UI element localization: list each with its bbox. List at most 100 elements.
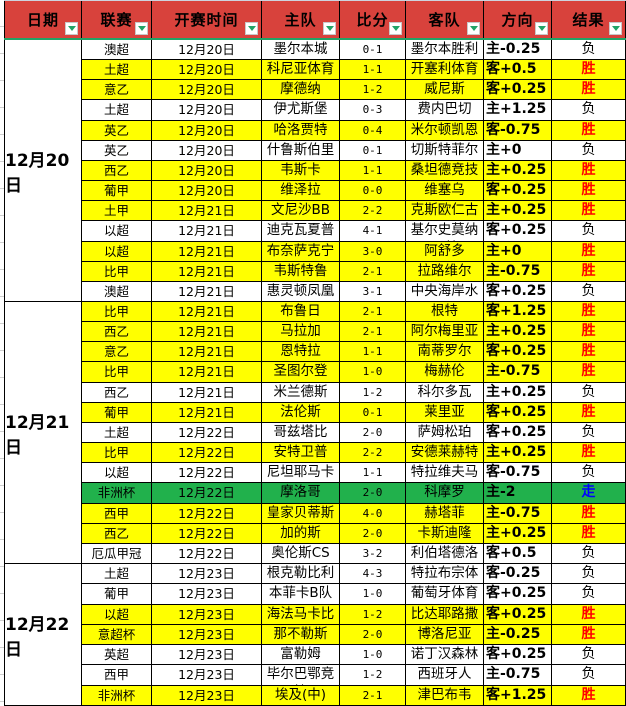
result-cell[interactable]: 胜: [552, 402, 626, 422]
score-cell[interactable]: 1-2: [340, 604, 406, 624]
home-team-cell[interactable]: 本菲卡B队: [262, 584, 340, 604]
league-cell[interactable]: 比甲: [82, 261, 152, 281]
league-cell[interactable]: 非洲杯: [82, 483, 152, 503]
league-cell[interactable]: 以超: [82, 604, 152, 624]
home-team-cell[interactable]: 米兰德斯: [262, 382, 340, 402]
score-cell[interactable]: 1-1: [340, 60, 406, 80]
home-team-cell[interactable]: 韦斯卡: [262, 160, 340, 181]
kickoff-time-cell[interactable]: 12月20日: [152, 80, 262, 100]
away-team-cell[interactable]: 维塞乌: [406, 181, 484, 201]
result-cell[interactable]: 负: [552, 543, 626, 564]
home-team-cell[interactable]: 尼坦耶马卡比: [262, 463, 340, 483]
home-team-cell[interactable]: 科尼亚体育: [262, 60, 340, 80]
score-cell[interactable]: 2-1: [340, 685, 406, 705]
away-team-cell[interactable]: 博洛尼亚: [406, 624, 484, 645]
handicap-direction-cell[interactable]: 主+1.25: [484, 100, 552, 120]
handicap-direction-cell[interactable]: 客-0.25: [484, 564, 552, 584]
away-team-cell[interactable]: 切斯特菲尔德: [406, 140, 484, 160]
result-cell[interactable]: 负: [552, 564, 626, 584]
handicap-direction-cell[interactable]: 客+0.25: [484, 281, 552, 302]
handicap-direction-cell[interactable]: 主-0.25: [484, 40, 552, 60]
kickoff-time-cell[interactable]: 12月22日: [152, 503, 262, 523]
kickoff-time-cell[interactable]: 12月20日: [152, 181, 262, 201]
kickoff-time-cell[interactable]: 12月21日: [152, 281, 262, 302]
result-cell[interactable]: 负: [552, 665, 626, 685]
kickoff-time-cell[interactable]: 12月22日: [152, 463, 262, 483]
result-cell[interactable]: 胜: [552, 302, 626, 322]
handicap-direction-cell[interactable]: 客+1.25: [484, 685, 552, 705]
result-cell[interactable]: 胜: [552, 685, 626, 705]
score-cell[interactable]: 1-0: [340, 362, 406, 382]
away-team-cell[interactable]: 西班牙人: [406, 665, 484, 685]
away-team-cell[interactable]: 基尔史莫纳夏普: [406, 221, 484, 241]
kickoff-time-cell[interactable]: 12月20日: [152, 160, 262, 181]
away-team-cell[interactable]: 赫塔菲: [406, 503, 484, 523]
score-cell[interactable]: 0-1: [340, 402, 406, 422]
away-team-cell[interactable]: 克斯欧仁古木: [406, 201, 484, 221]
league-cell[interactable]: 以超: [82, 241, 152, 261]
result-cell[interactable]: 胜: [552, 181, 626, 201]
league-cell[interactable]: 英超: [82, 645, 152, 665]
kickoff-time-cell[interactable]: 12月21日: [152, 382, 262, 402]
away-team-cell[interactable]: 费内巴切: [406, 100, 484, 120]
league-cell[interactable]: 土甲: [82, 201, 152, 221]
column-header-1[interactable]: 联赛: [82, 1, 152, 38]
filter-button[interactable]: [135, 22, 148, 35]
away-team-cell[interactable]: 中央海岸水手: [406, 281, 484, 302]
kickoff-time-cell[interactable]: 12月23日: [152, 604, 262, 624]
filter-button[interactable]: [323, 22, 336, 35]
league-cell[interactable]: 西甲: [82, 503, 152, 523]
result-cell[interactable]: 负: [552, 221, 626, 241]
filter-button[interactable]: [467, 22, 480, 35]
handicap-direction-cell[interactable]: 客+0.25: [484, 422, 552, 443]
home-team-cell[interactable]: 安特卫普: [262, 443, 340, 463]
away-team-cell[interactable]: 葡萄牙体育B: [406, 584, 484, 604]
kickoff-time-cell[interactable]: 12月22日: [152, 523, 262, 543]
result-cell[interactable]: 胜: [552, 80, 626, 100]
score-cell[interactable]: 1-2: [340, 665, 406, 685]
result-cell[interactable]: 胜: [552, 443, 626, 463]
result-cell[interactable]: 负: [552, 40, 626, 60]
handicap-direction-cell[interactable]: 客+1.25: [484, 302, 552, 322]
score-cell[interactable]: 2-2: [340, 201, 406, 221]
league-cell[interactable]: 英乙: [82, 140, 152, 160]
league-cell[interactable]: 澳超: [82, 281, 152, 302]
league-cell[interactable]: 比甲: [82, 362, 152, 382]
result-cell[interactable]: 负: [552, 422, 626, 443]
handicap-direction-cell[interactable]: 主-0.75: [484, 503, 552, 523]
away-team-cell[interactable]: 卡斯迪隆: [406, 523, 484, 543]
date-group-label[interactable]: 12月21日: [4, 302, 82, 563]
score-cell[interactable]: 0-1: [340, 40, 406, 60]
league-cell[interactable]: 西乙: [82, 322, 152, 342]
result-cell[interactable]: 负: [552, 140, 626, 160]
column-header-5[interactable]: 客队: [406, 1, 484, 38]
league-cell[interactable]: 土超: [82, 60, 152, 80]
league-cell[interactable]: 西乙: [82, 160, 152, 181]
column-header-0[interactable]: 日期: [4, 1, 82, 38]
league-cell[interactable]: 英乙: [82, 120, 152, 140]
home-team-cell[interactable]: 迪克瓦夏普: [262, 221, 340, 241]
score-cell[interactable]: 1-2: [340, 80, 406, 100]
date-group-label[interactable]: 12月20日: [4, 40, 82, 301]
score-cell[interactable]: 4-3: [340, 564, 406, 584]
league-cell[interactable]: 葡甲: [82, 584, 152, 604]
handicap-direction-cell[interactable]: 客+0.5: [484, 60, 552, 80]
score-cell[interactable]: 2-2: [340, 443, 406, 463]
away-team-cell[interactable]: 根特: [406, 302, 484, 322]
result-cell[interactable]: 胜: [552, 362, 626, 382]
score-cell[interactable]: 0-3: [340, 100, 406, 120]
away-team-cell[interactable]: 阿尔梅里亚: [406, 322, 484, 342]
score-cell[interactable]: 2-0: [340, 422, 406, 443]
score-cell[interactable]: 2-0: [340, 624, 406, 645]
league-cell[interactable]: 厄瓜甲冠: [82, 543, 152, 564]
kickoff-time-cell[interactable]: 12月23日: [152, 685, 262, 705]
handicap-direction-cell[interactable]: 主-0.25: [484, 624, 552, 645]
kickoff-time-cell[interactable]: 12月21日: [152, 261, 262, 281]
kickoff-time-cell[interactable]: 12月21日: [152, 221, 262, 241]
home-team-cell[interactable]: 布奈萨克宁: [262, 241, 340, 261]
away-team-cell[interactable]: 桑坦德竞技: [406, 160, 484, 181]
result-cell[interactable]: 胜: [552, 604, 626, 624]
result-cell[interactable]: 胜: [552, 261, 626, 281]
home-team-cell[interactable]: 皇家贝蒂斯: [262, 503, 340, 523]
handicap-direction-cell[interactable]: 客+0.25: [484, 402, 552, 422]
